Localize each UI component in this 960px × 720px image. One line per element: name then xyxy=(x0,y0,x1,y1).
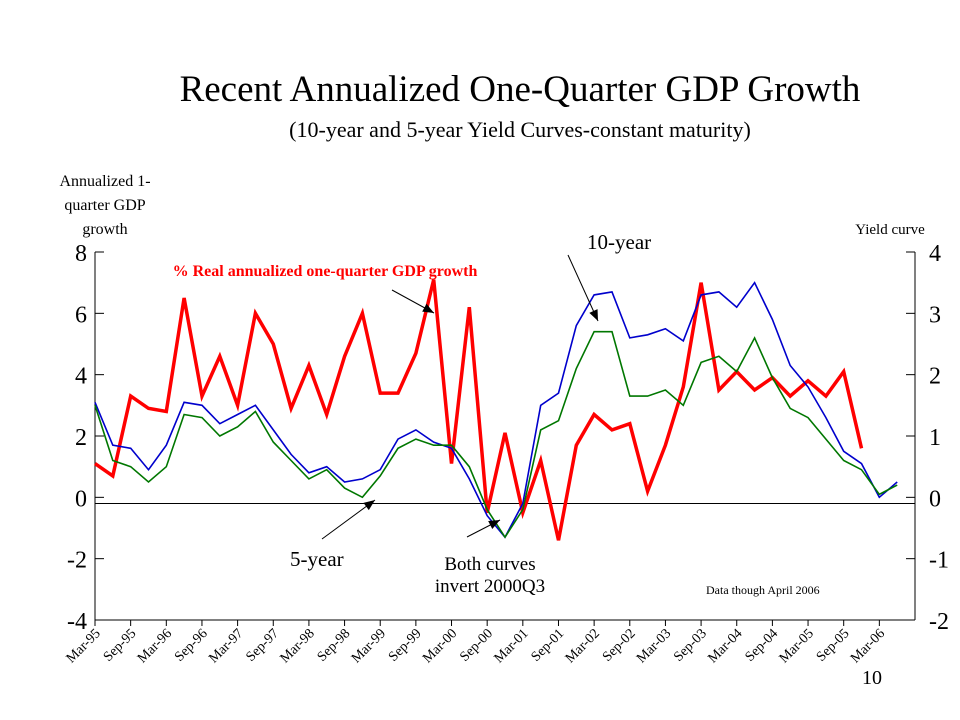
annotation-5-year-label: 5-year xyxy=(290,547,344,571)
series-line-gdp-growth xyxy=(94,279,864,541)
axes: -4-202468-2-101234Mar-95Sep-95Mar-96Sep-… xyxy=(64,241,949,666)
x-tick-label: Sep-04 xyxy=(743,626,782,665)
annotations: % Real annualized one-quarter GDP growth… xyxy=(173,230,882,689)
5-year-arrow-head xyxy=(363,500,375,511)
chart-subtitle: (10-year and 5-year Yield Curves-constan… xyxy=(289,117,751,142)
x-tick-label: Sep-02 xyxy=(600,626,639,665)
y-left-tick-label: 8 xyxy=(75,241,87,267)
y-right-tick-label: 4 xyxy=(929,241,941,267)
annotation-10-year-label: 10-year xyxy=(587,230,651,254)
annotation-gdp-label: % Real annualized one-quarter GDP growth xyxy=(173,263,478,280)
x-tick-label: Mar-05 xyxy=(777,626,817,666)
x-tick-label: Sep-05 xyxy=(814,626,853,665)
y-right-tick-label: 0 xyxy=(929,486,941,512)
x-tick-label: Mar-03 xyxy=(634,626,674,666)
chart-title: Recent Annualized One-Quarter GDP Growth xyxy=(179,69,861,110)
x-tick-label: Mar-98 xyxy=(278,626,318,666)
y-right-tick-label: 2 xyxy=(929,364,941,390)
page-number: 10 xyxy=(862,667,882,689)
x-tick-label: Sep-01 xyxy=(529,626,568,665)
series-lines xyxy=(94,279,898,541)
x-tick-label: Mar-01 xyxy=(492,626,532,666)
x-tick-label: Mar-04 xyxy=(705,626,745,666)
gdp-arrow-head xyxy=(422,303,434,313)
10-year-arrow-shaft xyxy=(567,254,599,322)
annotation-inversion-line1: Both curves xyxy=(444,554,535,575)
x-tick-label: Sep-99 xyxy=(386,626,425,665)
x-tick-label: Sep-00 xyxy=(457,626,496,665)
y-left-tick-label: 4 xyxy=(75,364,87,390)
inversion-arrow-head xyxy=(488,520,500,530)
x-tick-label: Sep-96 xyxy=(172,626,211,665)
x-tick-label: Mar-02 xyxy=(563,626,603,666)
y-right-tick-label: 1 xyxy=(929,425,941,451)
y-axis-left-title: Annualized 1-quarter GDP growth xyxy=(59,173,151,238)
y-left-tick-label: 0 xyxy=(75,486,87,512)
y-right-tick-label: 3 xyxy=(929,302,941,328)
x-tick-label: Mar-97 xyxy=(206,626,246,666)
y-right-tick-label: -1 xyxy=(929,548,949,574)
x-tick-label: Sep-95 xyxy=(101,626,140,665)
x-tick-label: Mar-96 xyxy=(135,626,175,666)
data-note: Data though April 2006 xyxy=(706,583,820,597)
y-left-tick-label: 6 xyxy=(75,302,87,328)
y-left-tick-label: -2 xyxy=(67,548,87,574)
x-tick-label: Sep-98 xyxy=(315,626,354,665)
series-line-10-year xyxy=(94,281,898,539)
y-left-tick-label: 2 xyxy=(75,425,87,451)
y-right-tick-label: -2 xyxy=(929,609,949,635)
x-tick-label: Mar-99 xyxy=(349,626,389,666)
x-tick-label: Mar-00 xyxy=(420,626,460,666)
10-year-arrow-head xyxy=(589,309,598,321)
y-left-tick-label: -4 xyxy=(67,609,87,635)
x-tick-label: Mar-06 xyxy=(848,626,888,666)
x-tick-label: Sep-03 xyxy=(671,626,710,665)
annotation-inversion-line2: invert 2000Q3 xyxy=(435,576,545,597)
y-axis-right-title: Yield curve xyxy=(855,222,925,238)
x-tick-label: Sep-97 xyxy=(243,626,282,665)
